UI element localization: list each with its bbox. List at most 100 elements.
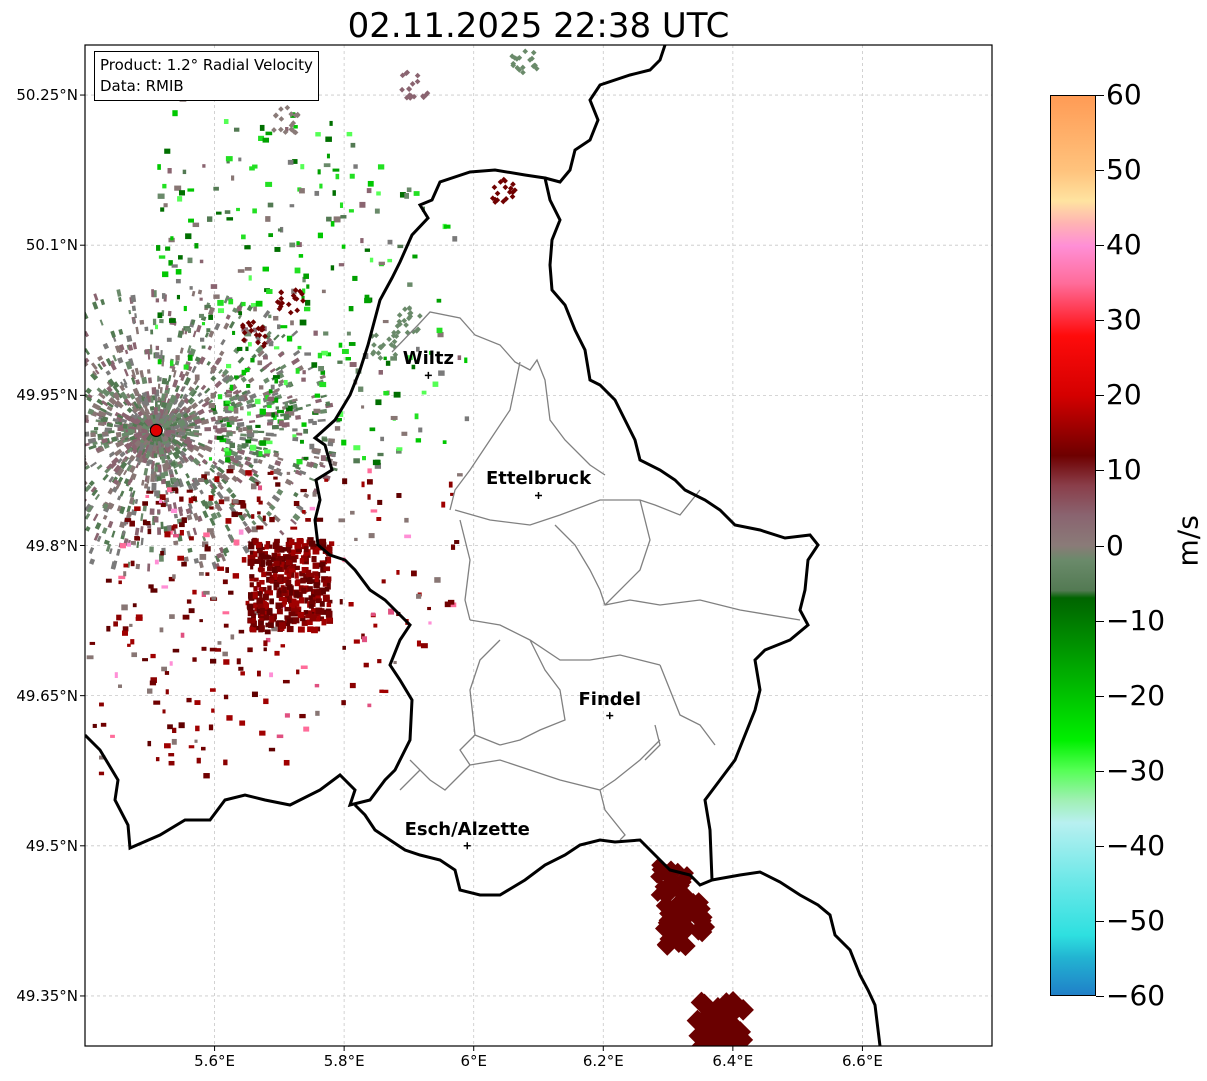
radar-gate [133,431,143,439]
radar-gate [70,326,74,331]
radar-gate [201,345,206,349]
radar-gate [157,435,163,444]
radar-gate [171,438,179,446]
radar-gate [277,574,284,579]
radar-gate [91,488,99,497]
radar-gate [167,374,172,382]
radar-gate [205,572,210,576]
radar-gate [201,458,208,465]
radar-gate [292,129,299,136]
radar-gate [158,440,162,450]
radar-gate [671,914,692,935]
radar-gate [146,460,151,467]
radar-gate [102,342,110,350]
radar-gate [129,520,135,527]
radar-gate [129,417,139,425]
lon-tick-label: 6.6°E [842,1052,883,1070]
radar-gate [160,473,166,479]
radar-gate [93,293,99,301]
radar-gate [39,362,47,370]
radar-gate [271,424,279,430]
radar-gate [325,548,333,555]
radar-gate [188,388,196,396]
radar-gate [314,683,320,688]
radar-gate [139,407,147,416]
radar-gate [286,625,294,633]
radar-gate [122,378,128,386]
radar-gate [20,357,26,362]
radar-gate [215,511,222,518]
radar-gate [189,398,195,405]
radar-gate [316,546,322,551]
radar-gate [193,378,199,386]
radar-gate [309,599,316,605]
radar-gate [228,590,234,595]
radar-gate [313,330,318,336]
radar-gate [303,306,311,312]
radar-gate [123,442,130,448]
radar-gate [315,607,323,615]
radar-gate [268,747,276,752]
radar-gate [241,234,246,240]
radar-gate [203,444,213,453]
radar-gate [119,344,125,351]
radar-gate [273,315,279,321]
radar-gate [266,422,273,426]
city-label: Findel [578,688,642,710]
radar-gate [240,500,246,505]
radar-gate [436,327,443,334]
radar-gate [89,641,96,645]
radar-gate [28,501,34,507]
radar-gate [46,419,53,422]
radar-gate [13,474,19,479]
radar-gate [317,616,325,622]
radar-gate [169,360,174,366]
radar-gate [273,468,281,474]
radar-gate [85,362,86,369]
radar-gate [385,360,391,366]
radar-gate [292,436,299,442]
radar-gate [231,511,238,518]
radar-gate [70,423,78,428]
radar-gate [295,466,301,470]
radar-gate [281,591,288,597]
radar-gate [264,629,271,635]
radar-gate [265,432,274,437]
radar-gate [248,463,254,469]
radar-gate [266,330,272,337]
radar-gate [107,487,114,495]
radar-gate [72,348,80,356]
radar-gate [247,609,255,617]
radar-gate [392,351,399,358]
radar-gate [0,369,6,376]
radar-gate [223,623,229,628]
radar-gate [278,379,285,385]
radar-gate [43,525,49,532]
radar-gate [52,322,59,330]
radar-gate [317,418,326,423]
radar-gate [348,601,354,607]
radar-gate [238,427,243,433]
radar-gate [187,257,193,264]
radar-gate [102,473,109,481]
radar-gate [51,416,59,422]
radar-gate [428,621,432,625]
radar-gate [361,636,368,643]
radar-gate [150,677,157,684]
radar-gate [105,543,112,552]
radar-gate [167,724,173,730]
radar-gate [225,156,233,162]
radar-gate [209,647,217,652]
radar-gate [173,540,179,546]
radar-gate [103,539,110,546]
colorbar-tick [1096,545,1104,547]
radar-gate [4,366,12,372]
radar-gate [231,475,239,483]
radar-gate [194,356,201,363]
radar-gate [177,330,184,339]
radar-gate [172,502,178,511]
radar-gate [166,337,172,342]
radar-gate [200,499,208,507]
radar-gate [201,400,210,407]
radar-gate [176,428,182,433]
